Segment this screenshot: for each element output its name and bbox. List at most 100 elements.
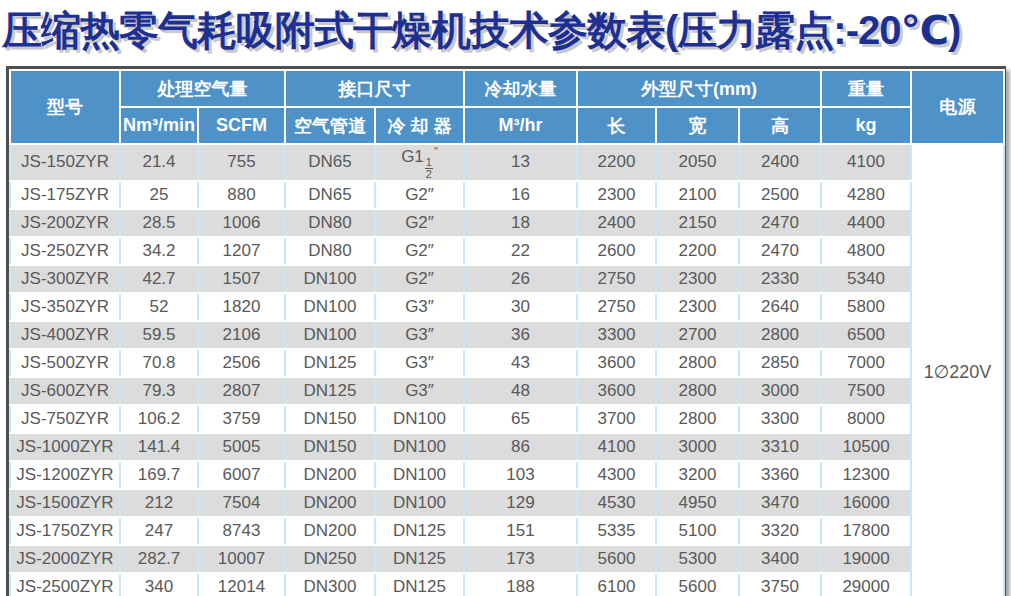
- page: 压缩热零气耗吸附式干燥机技术参数表(压力露点:-20℃) 型号 处理空气量 接口…: [0, 0, 1011, 596]
- cell-width: 3000: [656, 433, 739, 461]
- cell-model: JS-2000ZYR: [10, 545, 120, 573]
- cell-scfm: 7504: [198, 489, 285, 517]
- cell-air-pipe: DN80: [285, 237, 375, 265]
- cell-air-pipe: DN200: [285, 517, 375, 545]
- table-row: JS-400ZYR59.52106DN100G3″363300270028006…: [10, 321, 1004, 349]
- cell-length: 3700: [577, 405, 656, 433]
- cell-air-pipe: DN250: [285, 545, 375, 573]
- cell-weight-kg: 29000: [821, 573, 911, 596]
- cell-nm3-min: 79.3: [120, 377, 198, 405]
- cell-model: JS-1200ZYR: [10, 461, 120, 489]
- cell-cooler: G3″: [375, 377, 464, 405]
- cell-weight-kg: 7000: [821, 349, 911, 377]
- cell-model: JS-300ZYR: [10, 265, 120, 293]
- table-row: JS-600ZYR79.32807DN125G3″483600280030007…: [10, 377, 1004, 405]
- cell-cooler: G112″: [375, 144, 464, 181]
- cell-air-pipe: DN100: [285, 265, 375, 293]
- cell-height: 3300: [739, 405, 821, 433]
- cell-air-pipe: DN80: [285, 209, 375, 237]
- cell-water: 48: [464, 377, 577, 405]
- header-unit-scfm: SCFM: [198, 107, 285, 144]
- table-row: JS-200ZYR28.51006DN80G2″1824002150247044…: [10, 209, 1004, 237]
- cell-height: 2640: [739, 293, 821, 321]
- cell-cooler: G2″: [375, 265, 464, 293]
- cell-width: 2700: [656, 321, 739, 349]
- cell-scfm: 2506: [198, 349, 285, 377]
- cell-width: 2300: [656, 265, 739, 293]
- cell-water: 22: [464, 237, 577, 265]
- cell-power-value: 1∅220V: [911, 144, 1004, 596]
- cell-model: JS-750ZYR: [10, 405, 120, 433]
- cell-length: 4300: [577, 461, 656, 489]
- cell-height: 3320: [739, 517, 821, 545]
- cell-weight-kg: 8000: [821, 405, 911, 433]
- cell-scfm: 1507: [198, 265, 285, 293]
- cell-nm3-min: 282.7: [120, 545, 198, 573]
- cell-water: 86: [464, 433, 577, 461]
- cell-water: 151: [464, 517, 577, 545]
- cell-model: JS-250ZYR: [10, 237, 120, 265]
- cell-length: 5335: [577, 517, 656, 545]
- cell-height: 3750: [739, 573, 821, 596]
- cell-cooler: DN100: [375, 489, 464, 517]
- cell-width: 2050: [656, 144, 739, 181]
- cell-scfm: 10007: [198, 545, 285, 573]
- cell-height: 3310: [739, 433, 821, 461]
- cell-model: JS-200ZYR: [10, 209, 120, 237]
- table-row: JS-1000ZYR141.45005DN150DN10086410030003…: [10, 433, 1004, 461]
- cell-model: JS-175ZYR: [10, 181, 120, 209]
- cell-width: 2300: [656, 293, 739, 321]
- cell-cooler: G2″: [375, 237, 464, 265]
- cell-length: 2400: [577, 209, 656, 237]
- cell-width: 3200: [656, 461, 739, 489]
- table-row: JS-350ZYR521820DN100G3″30275023002640580…: [10, 293, 1004, 321]
- cell-cooler: G3″: [375, 293, 464, 321]
- cell-nm3-min: 169.7: [120, 461, 198, 489]
- cell-length: 4100: [577, 433, 656, 461]
- header-air-pipe: 空气管道: [285, 107, 375, 144]
- cell-weight-kg: 6500: [821, 321, 911, 349]
- header-length: 长: [577, 107, 656, 144]
- cell-scfm: 755: [198, 144, 285, 181]
- cell-air-pipe: DN65: [285, 144, 375, 181]
- cell-height: 3470: [739, 489, 821, 517]
- cell-model: JS-1000ZYR: [10, 433, 120, 461]
- cell-model: JS-150ZYR: [10, 144, 120, 181]
- page-title: 压缩热零气耗吸附式干燥机技术参数表(压力露点:-20℃): [2, 0, 1011, 62]
- cell-length: 2750: [577, 293, 656, 321]
- cell-length: 2300: [577, 181, 656, 209]
- cell-model: JS-1500ZYR: [10, 489, 120, 517]
- table-row: JS-750ZYR106.23759DN150DN100653700280033…: [10, 405, 1004, 433]
- cell-length: 4530: [577, 489, 656, 517]
- header-dimensions: 外型尺寸(mm): [577, 70, 821, 107]
- cell-cooler: DN100: [375, 461, 464, 489]
- cell-width: 5300: [656, 545, 739, 573]
- cell-width: 5600: [656, 573, 739, 596]
- table-row: JS-2500ZYR34012014DN300DN125188610056003…: [10, 573, 1004, 596]
- table-row: JS-1750ZYR2478743DN200DN1251515335510033…: [10, 517, 1004, 545]
- table-row: JS-150ZYR21.4755DN65G112″132200205024004…: [10, 144, 1004, 181]
- cell-air-pipe: DN200: [285, 461, 375, 489]
- cell-model: JS-500ZYR: [10, 349, 120, 377]
- cell-air-pipe: DN300: [285, 573, 375, 596]
- header-height: 高: [739, 107, 821, 144]
- cell-water: 188: [464, 573, 577, 596]
- cell-length: 2750: [577, 265, 656, 293]
- cell-model: JS-1750ZYR: [10, 517, 120, 545]
- cell-scfm: 880: [198, 181, 285, 209]
- cell-weight-kg: 19000: [821, 545, 911, 573]
- cell-nm3-min: 212: [120, 489, 198, 517]
- cell-model: JS-400ZYR: [10, 321, 120, 349]
- cell-height: 3400: [739, 545, 821, 573]
- cell-nm3-min: 106.2: [120, 405, 198, 433]
- cell-water: 173: [464, 545, 577, 573]
- cell-height: 2500: [739, 181, 821, 209]
- cell-weight-kg: 4100: [821, 144, 911, 181]
- cell-scfm: 8743: [198, 517, 285, 545]
- header-unit-nm3min: Nm³/min: [120, 107, 198, 144]
- header-cooling-water: 冷却水量: [464, 70, 577, 107]
- cell-length: 3600: [577, 349, 656, 377]
- header-weight: 重量: [821, 70, 911, 107]
- table-row: JS-250ZYR34.21207DN80G2″2226002200247048…: [10, 237, 1004, 265]
- cell-weight-kg: 4800: [821, 237, 911, 265]
